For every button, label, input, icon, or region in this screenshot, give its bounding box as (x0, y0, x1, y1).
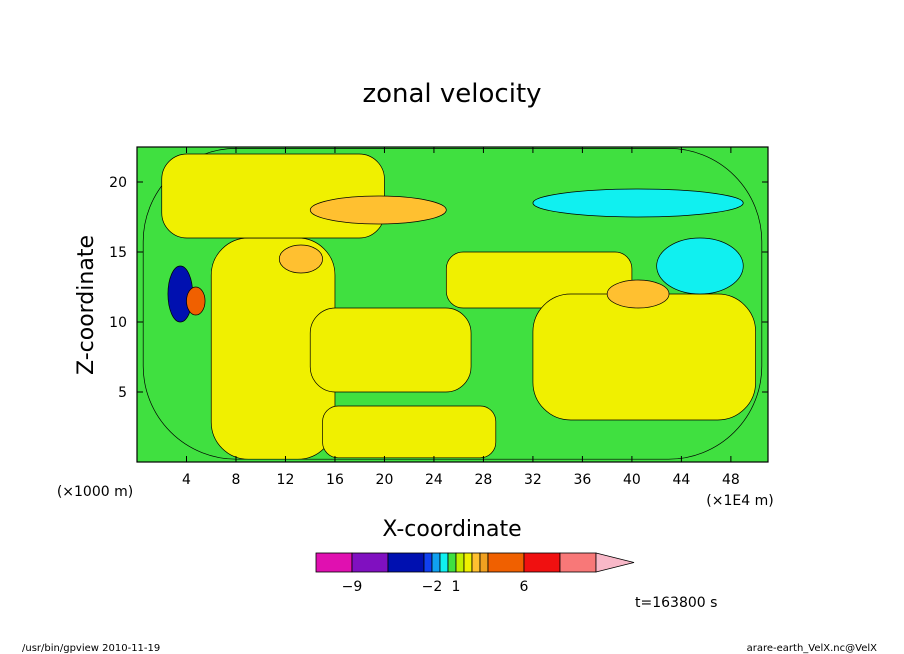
colorbar-swatch (423, 552, 433, 573)
colorbar-swatch (351, 552, 389, 573)
contour-region-yellow (309, 307, 472, 393)
x-tick-label: 8 (232, 472, 241, 488)
y-unit-label: (×1000 m) (57, 484, 133, 500)
x-unit-label: (×1E4 m) (706, 493, 773, 509)
colorbar-swatch (387, 552, 425, 573)
contour-regions (142, 148, 763, 460)
colorbar-extension (595, 552, 635, 573)
colorbar-label: 1 (452, 579, 461, 595)
plot-area (137, 147, 768, 462)
x-tick-label: 36 (573, 472, 591, 488)
contour-region-yellow (322, 405, 497, 459)
y-tick-label: 15 (109, 245, 127, 261)
y-tick-label: 20 (109, 175, 127, 191)
chart-title: zonal velocity (362, 79, 541, 109)
x-tick-label: 32 (524, 472, 542, 488)
footer-left: /usr/bin/gpview 2010-11-19 (22, 643, 160, 654)
colorbar-swatch (463, 552, 473, 573)
y-tick-label: 5 (118, 385, 127, 401)
contour-region-yellow (161, 153, 385, 239)
colorbar-swatch (431, 552, 441, 573)
plot-frame (136, 146, 769, 463)
contour-region-orange (309, 195, 447, 225)
x-tick-label: 12 (277, 472, 295, 488)
colorbar-swatch (455, 552, 465, 573)
colorbar-swatch (559, 552, 597, 573)
time-annotation: t=163800 s (635, 595, 717, 611)
colorbar-swatch (447, 552, 457, 573)
contour-region-orange (278, 244, 323, 274)
x-tick-label: 16 (326, 472, 344, 488)
contour-region-red (186, 286, 206, 316)
colorbar-swatch (523, 552, 561, 573)
colorbar-label: 6 (520, 579, 529, 595)
colorbar-swatch (471, 552, 481, 573)
colorbar-swatch (487, 552, 525, 573)
colorbar-label: −2 (422, 579, 443, 595)
x-tick-label: 20 (376, 472, 394, 488)
x-tick-label: 44 (672, 472, 690, 488)
y-tick-label: 10 (109, 315, 127, 331)
contour-region-cyan (656, 237, 744, 295)
x-axis-label: X-coordinate (382, 517, 521, 542)
colorbar-swatch (479, 552, 489, 573)
x-tick-label: 4 (182, 472, 191, 488)
y-axis-ticks: 5 10 15 20 (109, 175, 768, 401)
x-tick-label: 40 (623, 472, 641, 488)
colorbar-swatch (315, 552, 353, 573)
x-tick-label: 48 (722, 472, 740, 488)
contour-region-orange (606, 279, 670, 309)
footer-right: arare-earth_VelX.nc@VelX (747, 643, 878, 654)
y-axis-label: Z-coordinate (74, 235, 99, 375)
x-axis-ticks: 4 8 12 16 20 24 28 32 36 40 44 48 (182, 147, 740, 488)
contour-region-yellow (532, 293, 756, 421)
contour-region-cyan (532, 188, 744, 218)
colorbar-labels: −9 −2 1 6 (342, 579, 529, 595)
colorbar (315, 552, 635, 573)
colorbar-label: −9 (342, 579, 363, 595)
colorbar-swatch (439, 552, 449, 573)
x-tick-label: 24 (425, 472, 443, 488)
x-tick-label: 28 (475, 472, 493, 488)
